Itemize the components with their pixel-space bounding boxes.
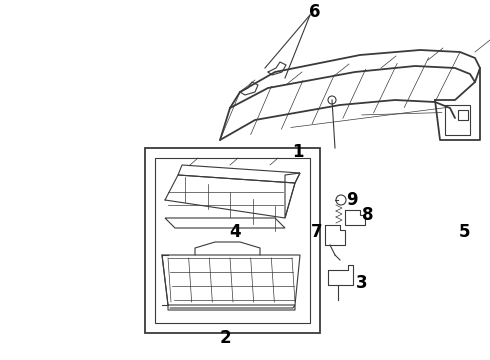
Text: 6: 6 <box>309 3 321 21</box>
Text: 3: 3 <box>356 274 368 292</box>
Text: 2: 2 <box>219 329 231 347</box>
Bar <box>458 110 468 120</box>
Text: 4: 4 <box>229 223 241 241</box>
Text: 5: 5 <box>459 223 471 241</box>
Text: 8: 8 <box>362 206 374 224</box>
Text: 9: 9 <box>346 191 358 209</box>
Bar <box>155 158 310 323</box>
Text: 7: 7 <box>311 223 323 241</box>
Text: 1: 1 <box>292 143 304 161</box>
Bar <box>445 105 470 135</box>
Bar <box>145 148 320 333</box>
